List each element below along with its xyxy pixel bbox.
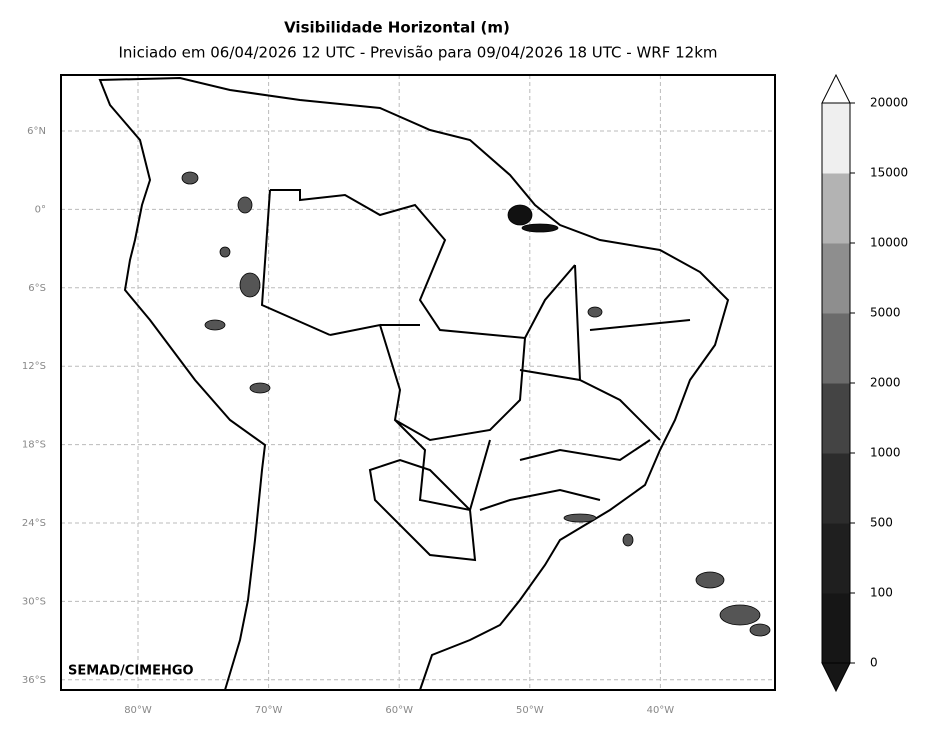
lat-label: 36°S: [22, 675, 46, 686]
colorbar-extend: [821, 73, 851, 104]
lat-label: 6°N: [27, 126, 46, 137]
land: [98, 76, 730, 691]
lon-label: 50°W: [516, 705, 544, 716]
lat-label: 0°: [35, 204, 46, 215]
visibility-areas: [181, 171, 771, 637]
lat-label: 30°S: [22, 596, 46, 607]
lon-label: 70°W: [255, 705, 283, 716]
colorbar-label: 100: [870, 586, 893, 600]
colorbar-segment: [822, 453, 850, 524]
lat-label: 24°S: [22, 518, 46, 529]
colorbar-label: 2000: [870, 376, 901, 390]
lon-label: 60°W: [385, 705, 413, 716]
colorbar-segment: [822, 523, 850, 594]
colorbar-segment: [822, 383, 850, 454]
colorbar-segment: [822, 103, 850, 174]
credit: SEMAD/CIMEHGO: [68, 664, 194, 679]
subtitle: Iniciado em 06/04/2026 12 UTC - Previsão…: [118, 44, 717, 62]
lat-label: 6°S: [28, 283, 46, 294]
colorbar-segment: [822, 313, 850, 384]
colorbar-label: 5000: [870, 306, 901, 320]
colorbar-segment: [822, 593, 850, 664]
colorbar-segment: [822, 173, 850, 244]
lat-label: 12°S: [22, 361, 46, 372]
colorbar-label: 20000: [870, 96, 908, 110]
colorbar-label: 10000: [870, 236, 908, 250]
colorbar-label: 0: [870, 656, 878, 670]
colorbar-label: 15000: [870, 166, 908, 180]
lat-label: 18°S: [22, 440, 46, 451]
lon-label: 40°W: [647, 705, 675, 716]
colorbar-segment: [822, 243, 850, 314]
colorbar-label: 1000: [870, 446, 901, 460]
title: Visibilidade Horizontal (m): [284, 19, 510, 37]
lon-label: 80°W: [124, 705, 152, 716]
colorbar-extend: [821, 662, 851, 693]
colorbar-label: 500: [870, 516, 893, 530]
map-frame: [60, 74, 776, 691]
